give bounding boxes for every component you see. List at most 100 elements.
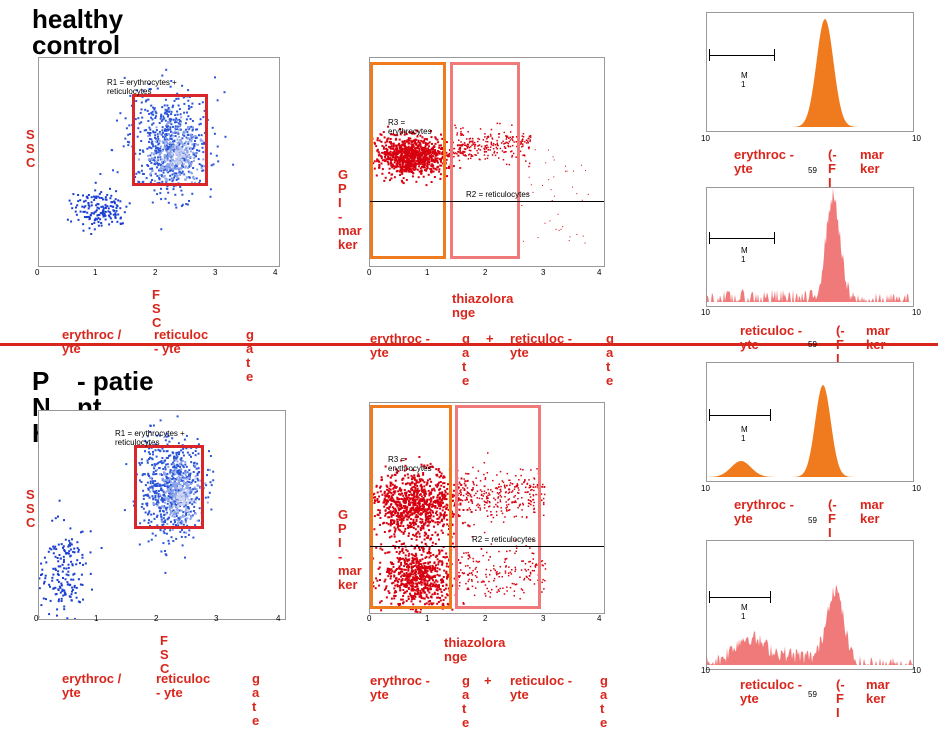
event-dot — [446, 141, 448, 143]
event-dot — [62, 571, 64, 573]
event-dot — [66, 574, 68, 576]
event-dot — [70, 561, 72, 563]
event-dot — [105, 206, 107, 208]
event-dot — [156, 193, 158, 195]
event-dot — [181, 536, 183, 538]
event-dot — [212, 127, 214, 129]
event-dot — [88, 194, 90, 196]
event-dot — [85, 216, 87, 218]
event-dot — [65, 568, 67, 570]
scatter-fsc-ssc-top: R1 = erythrocytes + reticulocytes — [38, 57, 280, 267]
event-dot — [72, 551, 74, 553]
event-dot — [161, 75, 163, 77]
caption-gate-top3: g a t e — [606, 332, 616, 388]
event-dot — [152, 202, 154, 204]
event-dot — [100, 222, 102, 224]
event-dot — [553, 156, 554, 157]
xticks-fsc-bottom: 0 1 2 3 4 — [38, 614, 284, 624]
event-dot — [110, 201, 112, 203]
tick: 1 — [425, 268, 429, 277]
event-dot — [124, 211, 126, 213]
event-dot — [588, 194, 589, 195]
event-dot — [40, 574, 42, 576]
event-dot — [204, 483, 206, 485]
event-dot — [98, 221, 100, 223]
event-dot — [217, 146, 219, 148]
event-dot — [523, 136, 525, 138]
event-dot — [65, 578, 67, 580]
event-dot — [175, 207, 177, 209]
event-dot — [114, 202, 116, 204]
event-dot — [71, 591, 73, 593]
event-dot — [76, 204, 78, 206]
event-dot — [114, 212, 116, 214]
event-dot — [59, 554, 61, 556]
event-dot — [68, 567, 70, 569]
m1-label-top2: M 1 — [741, 246, 751, 264]
event-dot — [82, 211, 84, 213]
event-dot — [520, 142, 522, 144]
event-dot — [212, 471, 214, 473]
event-dot — [106, 199, 108, 201]
event-dot — [115, 190, 117, 192]
event-dot — [63, 606, 65, 608]
event-dot — [232, 164, 234, 166]
event-dot — [91, 201, 93, 203]
event-dot — [78, 219, 80, 221]
event-dot — [106, 194, 108, 196]
event-dot — [69, 200, 71, 202]
event-dot — [90, 233, 92, 235]
event-dot — [210, 188, 212, 190]
caption-erythro-bottom: erythroc / yte — [62, 672, 126, 700]
event-dot — [52, 574, 54, 576]
event-dot — [525, 160, 527, 162]
event-dot — [154, 189, 156, 191]
event-dot — [103, 207, 105, 209]
event-dot — [69, 527, 71, 529]
m1-bar-tick — [709, 232, 710, 244]
event-dot — [415, 611, 417, 613]
event-dot — [58, 544, 60, 546]
event-dot — [165, 69, 167, 71]
event-dot — [139, 544, 141, 546]
event-dot — [94, 228, 96, 230]
m1-label-top1: M 1 — [741, 71, 751, 89]
event-dot — [86, 196, 88, 198]
event-dot — [62, 595, 64, 597]
event-dot — [59, 565, 61, 567]
event-dot — [452, 513, 454, 515]
event-dot — [211, 484, 213, 486]
event-dot — [101, 225, 103, 227]
event-dot — [167, 192, 169, 194]
event-dot — [51, 580, 53, 582]
event-dot — [67, 571, 69, 573]
event-dot — [59, 586, 61, 588]
event-dot — [125, 206, 127, 208]
event-dot — [521, 139, 523, 141]
event-dot — [55, 556, 57, 558]
event-dot — [583, 236, 584, 237]
event-dot — [171, 536, 173, 538]
event-dot — [40, 604, 42, 606]
event-dot — [116, 207, 118, 209]
xticks-fsc-top: 0 1 2 3 4 — [38, 268, 278, 278]
event-dot — [119, 200, 121, 202]
event-dot — [62, 564, 64, 566]
scatter-fsc-ssc-bottom: R1 = erythrocytes + reticulocytes — [38, 410, 286, 620]
event-dot — [119, 112, 121, 114]
event-dot — [68, 564, 70, 566]
event-dot — [53, 548, 55, 550]
event-dot — [183, 531, 185, 533]
event-dot — [63, 590, 65, 592]
event-dot — [182, 204, 184, 206]
event-dot — [66, 581, 68, 583]
xticks-to-top: 0 1 2 3 4 — [369, 268, 603, 278]
hist-reticulo-top: M 1 — [706, 187, 914, 307]
tick: 2 — [153, 268, 157, 277]
event-dot — [51, 577, 53, 579]
event-dot — [75, 592, 77, 594]
event-dot — [548, 150, 549, 151]
event-dot — [207, 496, 209, 498]
event-dot — [71, 593, 73, 595]
event-dot — [95, 182, 97, 184]
